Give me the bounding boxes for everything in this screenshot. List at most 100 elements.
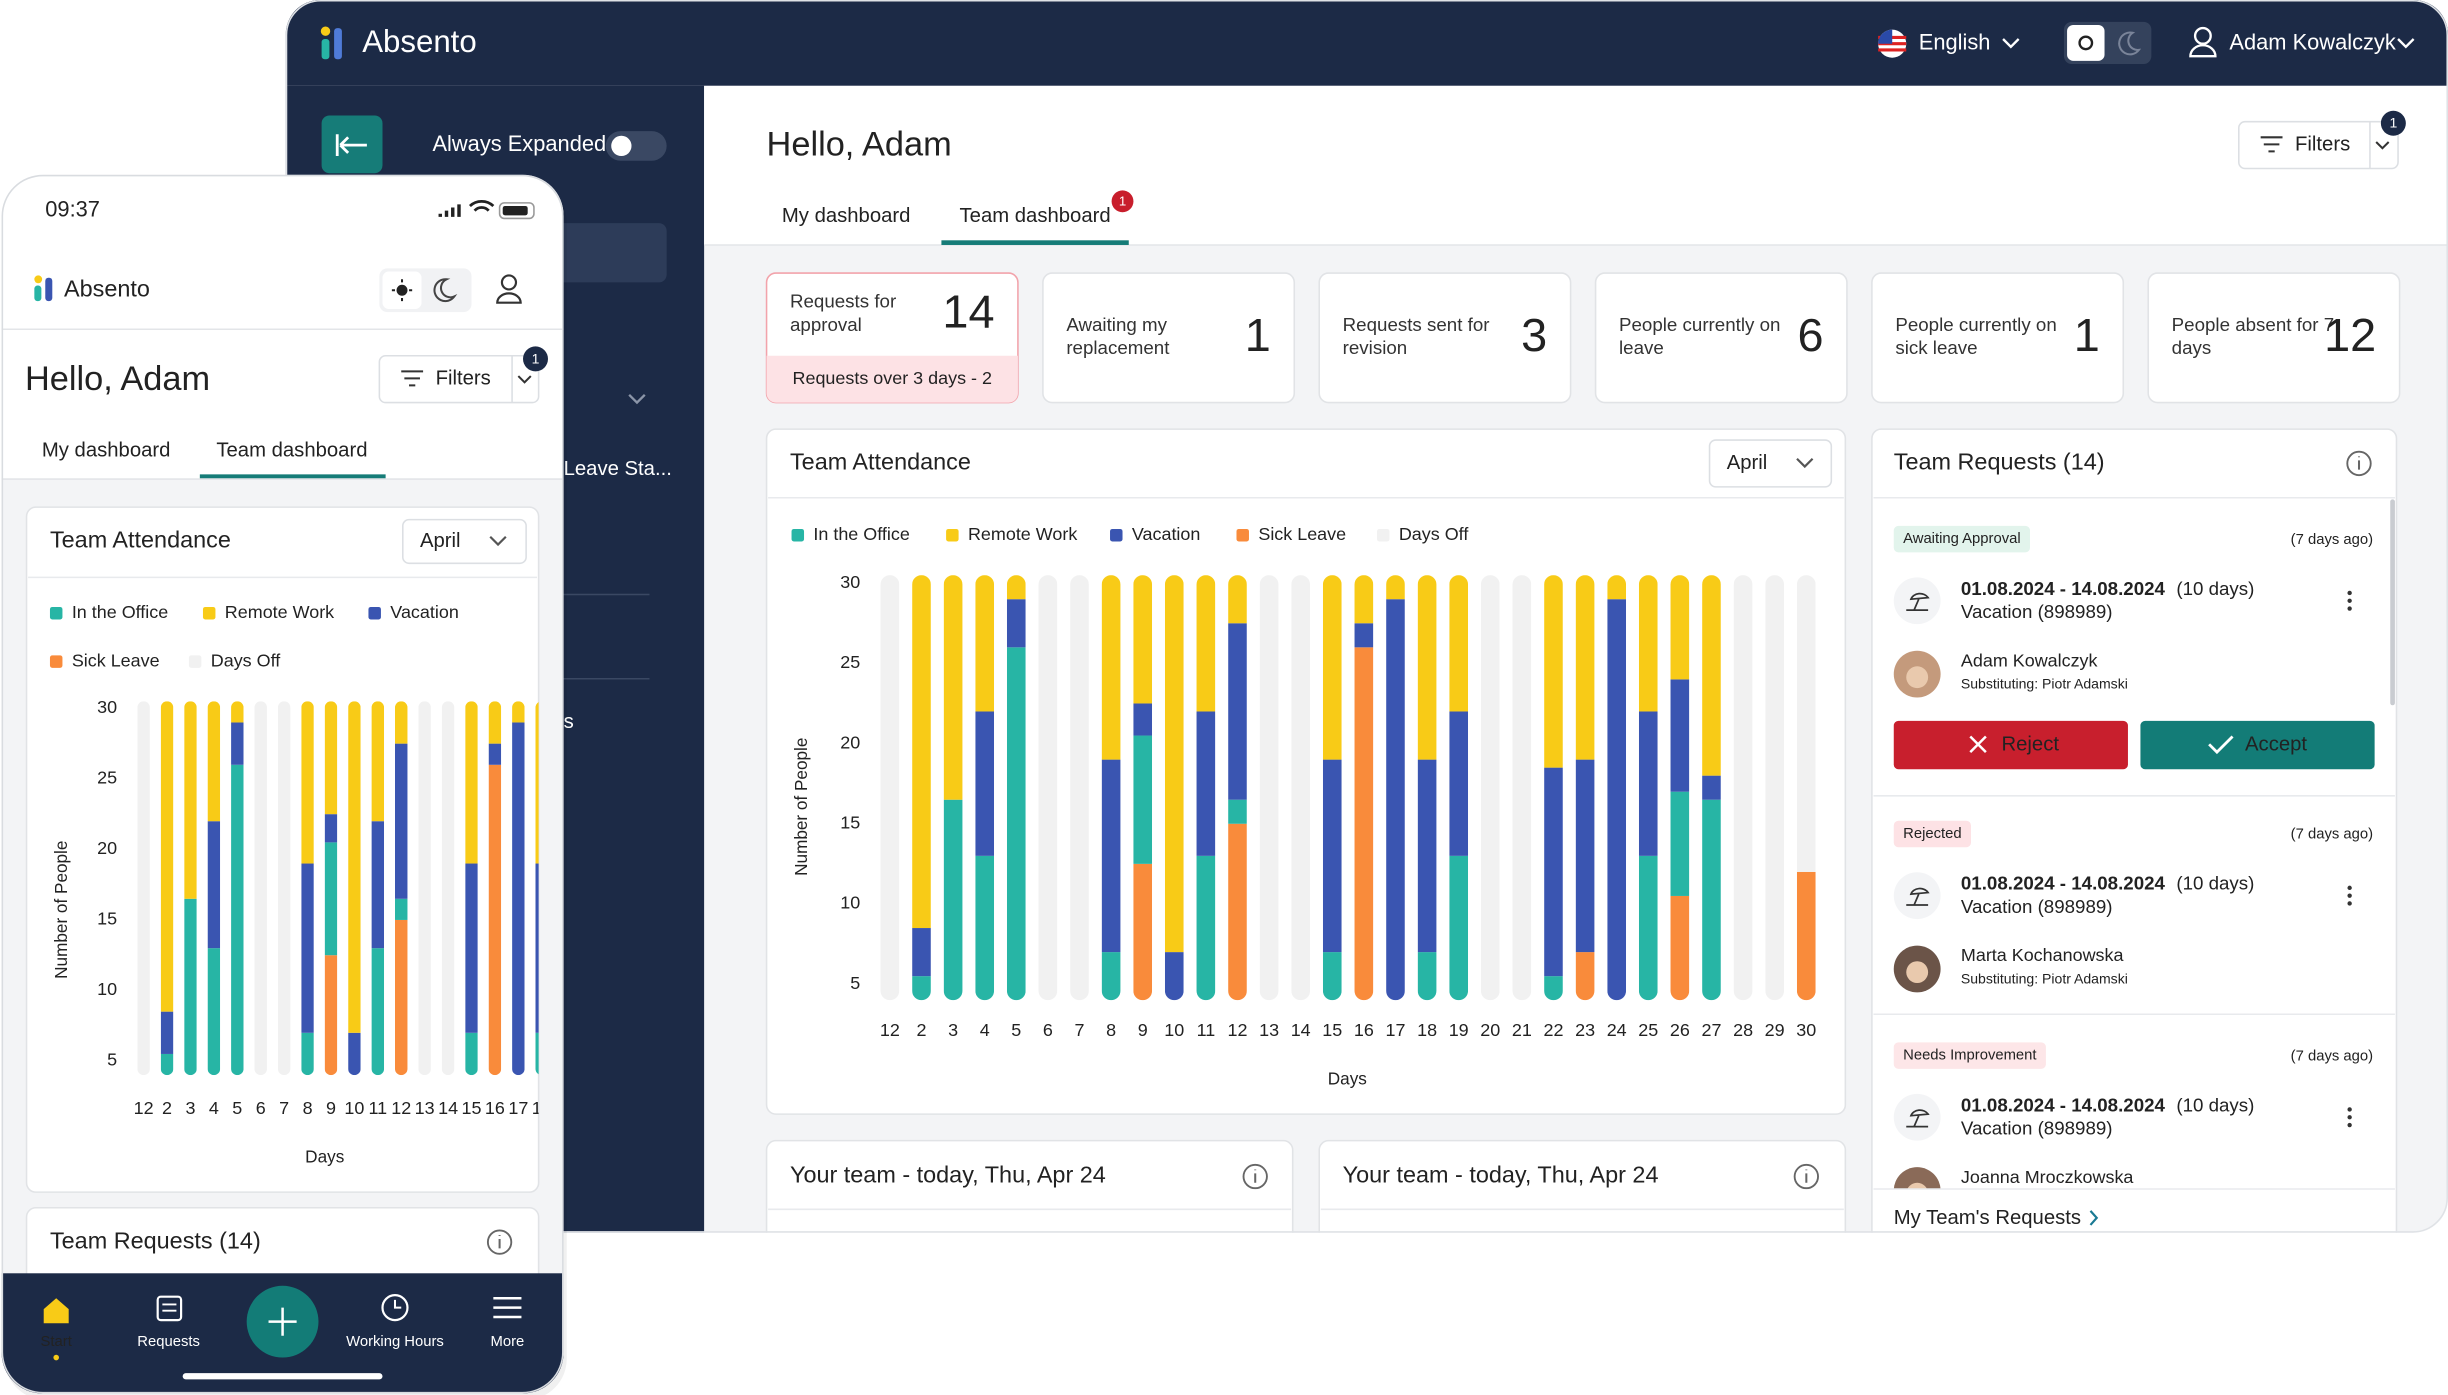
bar-segment (301, 701, 314, 864)
x-tick-label: 10 (344, 1098, 364, 1118)
bar-segment (465, 863, 478, 1033)
kebab-dot[interactable] (2347, 590, 2352, 596)
nav-item-active[interactable]: Start (41, 1334, 72, 1350)
info-icon[interactable] (486, 1229, 513, 1255)
tab-active[interactable]: Team dashboard (960, 205, 1111, 227)
reject-label[interactable]: Reject (2001, 733, 2059, 755)
bar-segment (1480, 575, 1500, 1001)
kebab-dot[interactable] (2347, 893, 2352, 898)
filters-badge (523, 346, 548, 372)
request-age: (7 days ago) (2291, 827, 2373, 843)
legend-label: Vacation (1132, 524, 1201, 544)
x-tick-label: 2 (162, 1098, 172, 1118)
kebab-dot[interactable] (2347, 1115, 2352, 1120)
bar-stack (348, 701, 361, 1076)
logo-bar (34, 285, 42, 302)
month[interactable]: April (420, 530, 461, 552)
bar-stack (254, 701, 267, 1076)
bar-stack (1133, 575, 1153, 1001)
desktop-window: Absento English Adam Kowalczyk Always Ex… (285, 0, 2448, 1233)
bar-segment (535, 701, 539, 864)
request-duration: (10 days) (2176, 1094, 2254, 1115)
person-name: Marta Kochanowska (1961, 945, 2124, 965)
reject-button[interactable] (1893, 720, 2128, 770)
bar-stack (535, 701, 539, 1076)
kebab-dot[interactable] (2347, 1107, 2352, 1112)
menu-item[interactable]: Leave Sta... (564, 458, 672, 480)
card-title: Team Requests (14) (50, 1227, 261, 1253)
bar-segment (1417, 759, 1437, 953)
menu-item[interactable]: s (564, 711, 574, 733)
info-icon[interactable] (1793, 1163, 1819, 1190)
sun-rays (391, 279, 413, 302)
theme-light[interactable] (2067, 24, 2105, 61)
filters-button[interactable] (2238, 120, 2399, 170)
x-tick-label: 6 (1043, 1020, 1053, 1040)
nav-item[interactable]: Requests (137, 1334, 200, 1350)
kebab-dot[interactable] (2347, 606, 2352, 611)
kebab-dot[interactable] (2347, 598, 2352, 603)
legend-label: Remote Work (225, 602, 334, 622)
info-icon[interactable] (1242, 1163, 1268, 1190)
stat-label: People currently on sick leave (1895, 313, 2057, 359)
substitute: Substituting: Piotr Adamski (1961, 971, 2128, 987)
logo-bar (321, 39, 330, 60)
bar-segment (1702, 775, 1721, 800)
scrollbar[interactable] (2390, 499, 2395, 706)
y-tick-label: 10 (840, 893, 860, 913)
requests-link[interactable]: My Team's Requests (1894, 1207, 2081, 1229)
nav-item[interactable]: More (491, 1334, 525, 1350)
user-icon[interactable] (500, 274, 518, 291)
filters-label[interactable]: Filters (2295, 133, 2350, 155)
phone-border (1, 174, 564, 1394)
x-tick-label: 13 (1259, 1020, 1279, 1040)
stat-label: Awaiting my replacement (1066, 313, 1170, 359)
accept-button[interactable] (2140, 720, 2375, 770)
bar-stack (488, 701, 502, 1076)
chevron[interactable] (2375, 141, 2390, 150)
bar-segment (912, 575, 931, 929)
x-tick-label: 12 (134, 1098, 154, 1118)
month-select[interactable] (402, 518, 527, 565)
bar-segment (912, 928, 931, 977)
tab-active[interactable]: Team dashboard (216, 439, 367, 461)
x-tick-label: 11 (1197, 1020, 1216, 1040)
phone: 09:37 Absento Hello, Adam Filters 1 My d… (1, 174, 564, 1394)
month-select[interactable] (1708, 439, 1833, 488)
nav-item[interactable]: Working Hours (346, 1334, 444, 1350)
kebab-dot[interactable] (2347, 1122, 2352, 1128)
user-icon-body (2189, 44, 2217, 58)
accept-label[interactable]: Accept (2245, 733, 2307, 755)
bar-segment (231, 764, 244, 1076)
filters-button[interactable] (378, 354, 540, 404)
y-axis-title: Number of People (51, 841, 71, 979)
x-tick-label: 11 (369, 1098, 388, 1118)
greeting: Hello, Adam (25, 360, 210, 398)
bar-stack (1796, 575, 1816, 1001)
x-tick-label: 7 (1074, 1020, 1084, 1040)
month[interactable]: April (1727, 452, 1768, 474)
chevron[interactable] (517, 375, 532, 384)
stat-label-box: Awaiting my replacement (1066, 313, 1170, 359)
bar-stack (1259, 575, 1279, 1001)
y-tick-label: 5 (107, 1050, 117, 1070)
user-name[interactable]: Adam Kowalczyk (2229, 29, 2395, 54)
bar-segment (301, 863, 314, 1033)
clock-icon[interactable] (381, 1294, 409, 1322)
language[interactable]: English (1919, 29, 1991, 54)
tab[interactable]: My dashboard (782, 205, 911, 227)
kebab-dot[interactable] (2347, 901, 2352, 906)
user-icon[interactable] (2193, 26, 2212, 45)
bar-segment (1322, 575, 1342, 760)
filters-label[interactable]: Filters (436, 368, 491, 390)
bar-stack (324, 701, 338, 1076)
requests-icon[interactable] (156, 1295, 183, 1322)
bar-segment (880, 575, 900, 1001)
info-icon[interactable] (2346, 450, 2372, 477)
stat-label: People absent for 7 days (2171, 313, 2335, 359)
home-icon[interactable] (43, 1298, 69, 1324)
kebab-dot[interactable] (2347, 885, 2352, 891)
tab[interactable]: My dashboard (42, 439, 171, 461)
menu-icon[interactable] (493, 1297, 522, 1319)
